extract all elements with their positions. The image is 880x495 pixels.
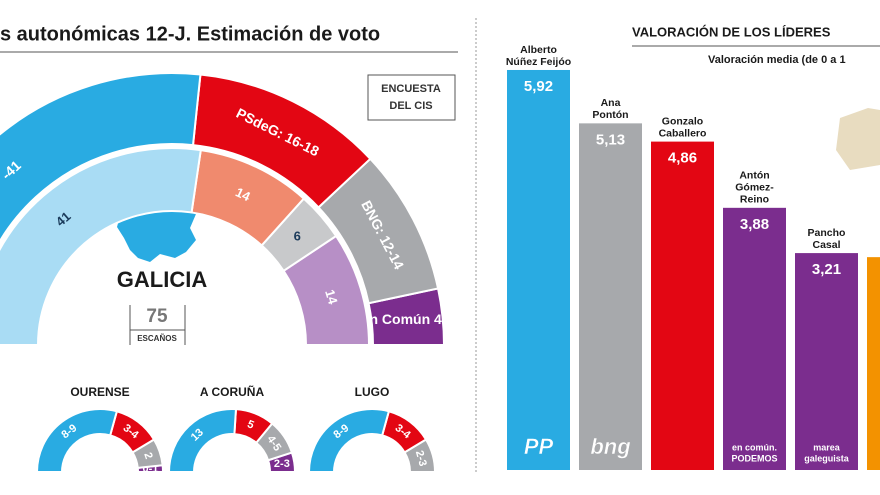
- party-logo: PP: [524, 434, 554, 459]
- party-logo: en común.: [732, 442, 777, 452]
- party-logo: marea: [813, 442, 841, 452]
- leader-name: Casal: [812, 239, 840, 251]
- right-subtitle: Valoración media (de 0 a 1: [708, 54, 846, 66]
- leader-name: Antón: [739, 170, 769, 182]
- bar: [867, 257, 880, 470]
- seat-segment: [266, 451, 297, 473]
- seat-segment: [403, 438, 437, 473]
- value-label: 3,21: [812, 261, 841, 278]
- segment-label: 14: [322, 288, 341, 307]
- bar: [723, 207, 786, 470]
- segment-label: 2-3: [274, 458, 290, 470]
- seat-segment: [380, 410, 428, 454]
- note-line: ENCUESTA: [381, 83, 441, 95]
- seat-segment: [0, 147, 202, 346]
- seat-segment: [167, 408, 238, 473]
- bar: [579, 123, 642, 470]
- segment-label: 2: [141, 451, 154, 461]
- left-title: s autonómicas 12-J. Estimación de voto: [0, 23, 380, 45]
- segment-label: 2-3: [413, 449, 429, 468]
- note-line: DEL CIS: [389, 100, 432, 112]
- leader-name: Ana: [601, 97, 621, 109]
- note-box: [367, 74, 456, 121]
- seat-segment: [131, 438, 164, 469]
- seat-segment: [367, 287, 446, 346]
- seat-segment: [35, 408, 119, 473]
- seats-total: 75: [146, 306, 168, 327]
- value-label: 3,88: [740, 216, 769, 233]
- seats-label: ESCAÑOS: [137, 334, 177, 343]
- seat-segment: [282, 234, 371, 346]
- leader-name: Núñez Feijóo: [506, 56, 571, 68]
- party-logo: galeguista: [804, 453, 850, 463]
- leader-name: Pontón: [592, 109, 628, 121]
- party-logo: bng: [590, 434, 631, 459]
- segment-label: 5: [246, 418, 256, 431]
- leader-name: Gómez-: [735, 182, 774, 194]
- leader-name: Alberto: [520, 44, 557, 56]
- seat-segment: [190, 148, 306, 247]
- value-label: 5,13: [596, 131, 625, 148]
- value-label: 5,92: [524, 78, 553, 95]
- region-name: GALICIA: [117, 267, 208, 292]
- leader-name: Gonzalo: [662, 115, 703, 127]
- province-name: LUGO: [355, 385, 390, 399]
- party-logo: PODEMOS: [731, 453, 777, 463]
- province-name: OURENSE: [70, 385, 129, 399]
- seat-segment: [317, 157, 440, 305]
- seat-segment: [233, 408, 274, 445]
- seat-segment: [191, 73, 372, 209]
- bar: [507, 69, 570, 470]
- value-label: 4,86: [668, 150, 697, 167]
- leader-name: Caballero: [659, 127, 707, 139]
- province-name: A CORUÑA: [200, 384, 265, 399]
- photo-fragment: [836, 108, 880, 170]
- leader-name: Pancho: [808, 227, 846, 239]
- leader-name: Reino: [740, 194, 769, 206]
- right-title: VALORACIÓN DE LOS LÍDERES: [632, 24, 831, 39]
- bar: [651, 141, 714, 471]
- seat-segment: [108, 410, 156, 454]
- segment-label: En Común 4-6: [360, 311, 454, 327]
- segment-label: 14: [233, 184, 253, 204]
- seat-segment: [0, 72, 202, 244]
- bar: [795, 253, 858, 470]
- seat-segment: [307, 408, 391, 473]
- segment-label: 6: [294, 228, 301, 243]
- seat-segment: [260, 197, 338, 273]
